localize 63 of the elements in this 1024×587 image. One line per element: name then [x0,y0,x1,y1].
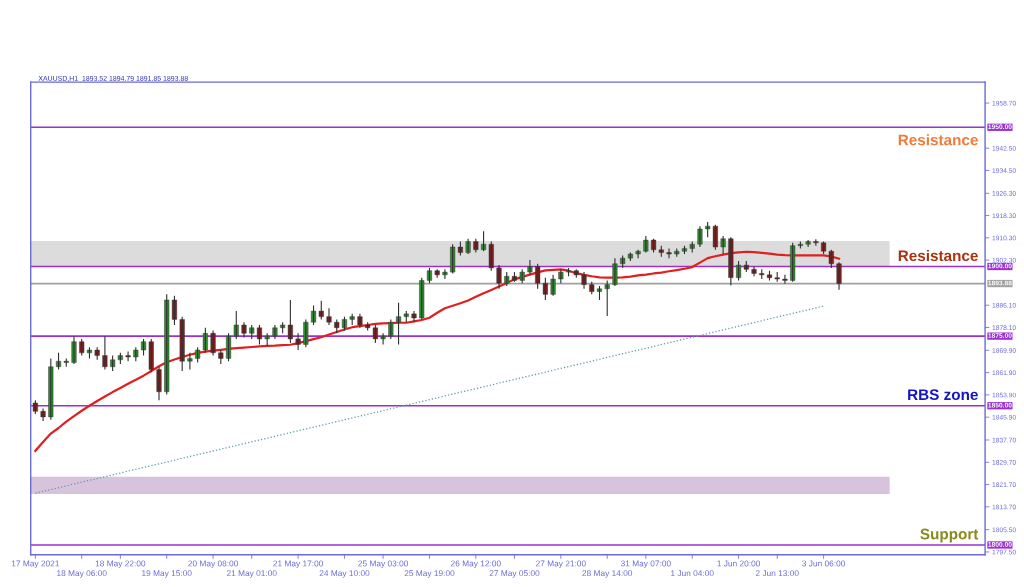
x-tick-label: 26 May 12:00 [451,560,501,569]
x-tick-label: 28 May 14:00 [582,570,633,578]
x-tick-label: 25 May 03:00 [358,560,409,569]
x-tick-label: 2 Jun 13:00 [755,570,799,577]
candlestick [805,239,811,248]
candlestick [411,310,417,323]
candlestick [728,236,734,287]
x-tick-label: 19 May 15:00 [142,570,192,578]
candlestick [125,350,131,362]
candlestick [527,259,533,276]
x-tick-label: 1 Jun 04:00 [671,570,714,577]
candlestick [303,318,309,348]
candlestick [774,271,780,283]
candlestick [596,285,603,301]
candlestick [720,235,726,255]
candlestick [604,279,610,317]
text: RBS zone [908,389,978,401]
candlestick [380,332,386,346]
candlestick [264,332,270,347]
x-tick-label: 21 May 17:00 [273,560,324,569]
line-series [34,250,841,452]
candlestick [666,247,672,259]
candlestick [504,271,510,287]
candlestick [32,399,38,415]
text: Support [920,528,979,543]
x-tick-label: 27 May 21:00 [536,560,586,569]
candlestick [295,332,301,351]
candlestick [388,318,394,340]
candlestick [473,238,479,254]
x-tick-label: 24 May 10:00 [319,570,370,578]
candlestick [326,307,332,326]
candlestick [187,352,193,371]
candlestick [442,268,448,280]
x-tick-label: 27 May 05:00 [489,570,540,578]
x-tick-label: 20 May 08:00 [188,560,239,569]
candlestick [357,313,363,329]
x-tick-label: 21 May 01:00 [226,570,277,578]
candlestick [40,407,46,422]
candlestick [759,268,765,280]
candlestick [519,268,525,284]
x-tick-label: 18 May 06:00 [57,570,107,578]
candlestick [218,349,224,365]
text: Resistance [898,134,978,146]
candlestick [782,274,788,285]
candlestick [272,324,278,340]
candlestick [179,316,185,372]
x-tick-label: 17 May 2021 [11,560,60,569]
candlestick [635,249,641,259]
candlestick [133,346,139,362]
candlestick [94,346,100,361]
candlestick [674,247,680,258]
candlestick [558,268,564,284]
candlestick [48,357,54,421]
x-tick-label: 25 May 19:00 [404,570,455,578]
x-tick-label: 1 Jun 20:00 [717,560,761,567]
text: Resistance [898,249,978,262]
candlestick [349,313,355,326]
candlestick [689,240,695,254]
x-tick-label: 3 Jun 06:00 [802,560,846,567]
x-tick-label: 18 May 22:00 [95,560,146,569]
candlestick [241,321,247,339]
candlestick [434,268,440,279]
x-tick-label: 31 May 07:00 [620,560,671,569]
